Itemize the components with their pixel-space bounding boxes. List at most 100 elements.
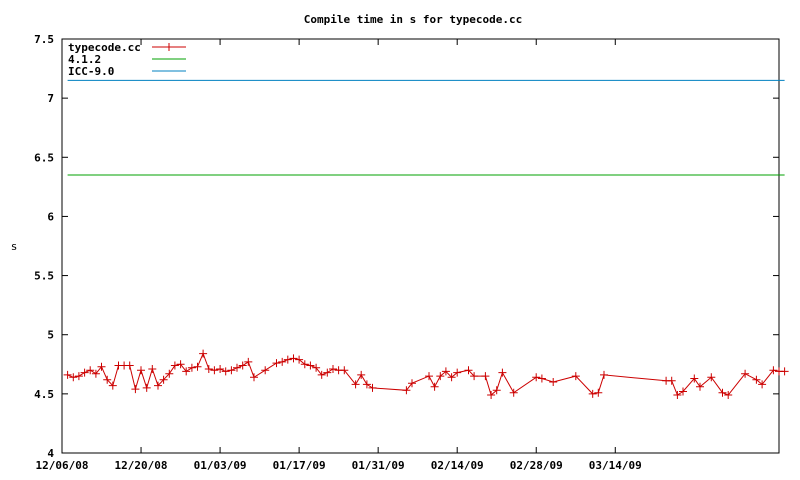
data-point <box>182 367 191 376</box>
data-point <box>492 386 501 395</box>
plot-frame <box>61 38 780 454</box>
data-point <box>453 368 462 377</box>
data-point <box>204 365 213 373</box>
data-point <box>165 369 174 378</box>
data-point <box>238 361 247 370</box>
data-point <box>600 370 608 379</box>
data-point <box>402 386 411 395</box>
x-axis: 12/06/08 12/20/08 01/03/09 01/17/09 01/31/09… <box>36 39 642 472</box>
data-point <box>447 373 456 382</box>
data-point <box>571 372 580 381</box>
data-point <box>233 363 241 372</box>
data-point <box>159 375 168 384</box>
data-point <box>86 366 95 375</box>
data-point <box>148 365 157 373</box>
data-point <box>103 375 112 384</box>
data-point <box>97 362 106 371</box>
data-point <box>351 380 360 389</box>
data-point <box>408 379 416 388</box>
data-point <box>752 375 761 384</box>
data-point <box>187 363 196 372</box>
data-point <box>244 357 253 366</box>
data-point <box>199 349 208 358</box>
data-point <box>673 391 682 399</box>
y-tick-label: 6.5 <box>34 151 54 164</box>
x-tick-label: 01/03/09 <box>194 459 247 472</box>
data-point <box>317 370 326 379</box>
data-point <box>741 369 750 378</box>
y-tick-label: 7 <box>47 92 54 105</box>
data-point <box>696 382 704 391</box>
data-point <box>509 388 518 397</box>
y-tick-label: 6 <box>47 210 54 223</box>
y-tick-label: 4 <box>47 447 54 460</box>
data-point <box>283 355 292 364</box>
data-point <box>193 362 202 371</box>
data-point <box>470 372 479 381</box>
data-point <box>154 381 162 390</box>
data-point <box>707 373 716 382</box>
data-point <box>724 391 733 399</box>
legend-label: typecode.cc <box>68 41 141 54</box>
x-tick-label: 02/28/09 <box>510 459 563 472</box>
data-point <box>425 372 433 381</box>
data-point <box>80 368 89 377</box>
data-point <box>323 368 332 377</box>
data-point <box>329 365 337 373</box>
data-point <box>272 359 281 368</box>
data-point <box>289 354 298 363</box>
y-tick-label: 7.5 <box>34 33 54 46</box>
data-point <box>278 357 287 366</box>
data-point <box>362 380 371 389</box>
data-point <box>481 372 490 381</box>
y-tick-label: 5.5 <box>34 270 54 283</box>
data-point <box>125 361 134 370</box>
data-point <box>142 383 151 392</box>
data-point <box>537 374 546 383</box>
y-axis-label: s <box>11 240 18 253</box>
x-tick-label: 01/31/09 <box>352 459 405 472</box>
data-point <box>498 368 507 377</box>
data-point <box>487 391 496 399</box>
data-point <box>436 372 445 381</box>
data-point <box>357 370 366 379</box>
data-point <box>549 378 558 386</box>
data-point <box>63 370 72 379</box>
data-point <box>430 382 439 391</box>
data-point <box>221 367 230 376</box>
data-point <box>718 388 727 397</box>
data-point <box>300 360 309 369</box>
data-point <box>250 373 258 382</box>
legend-label: 4.1.2 <box>68 53 101 66</box>
data-point <box>780 367 789 376</box>
data-point <box>594 388 603 397</box>
data-point <box>131 385 140 394</box>
x-tick-label: 12/20/08 <box>115 459 168 472</box>
y-tick-label: 4.5 <box>34 388 54 401</box>
data-point <box>368 383 377 392</box>
series-line <box>67 352 785 396</box>
legend-label: ICC-9.0 <box>68 65 114 78</box>
x-tick-label: 02/14/09 <box>431 459 484 472</box>
data-point <box>679 387 687 396</box>
data-point <box>588 389 597 398</box>
data-point <box>758 380 767 389</box>
data-point <box>227 366 236 375</box>
data-point <box>295 355 304 364</box>
y-axis: 4 4.5 5 5.5 6 6.5 7 7.5 <box>34 33 779 460</box>
y-tick-label: 5 <box>47 329 54 342</box>
series-layer <box>63 79 789 399</box>
data-point <box>312 363 321 372</box>
data-point <box>667 376 676 385</box>
data-point <box>91 369 100 378</box>
data-point <box>74 372 83 381</box>
data-point <box>176 360 185 369</box>
chart-title: Compile time in s for typecode.cc <box>304 13 523 26</box>
data-point <box>340 366 349 375</box>
data-point <box>306 361 315 370</box>
legend-marker <box>165 43 173 51</box>
x-tick-label: 12/06/08 <box>36 459 89 472</box>
data-point <box>137 366 145 375</box>
